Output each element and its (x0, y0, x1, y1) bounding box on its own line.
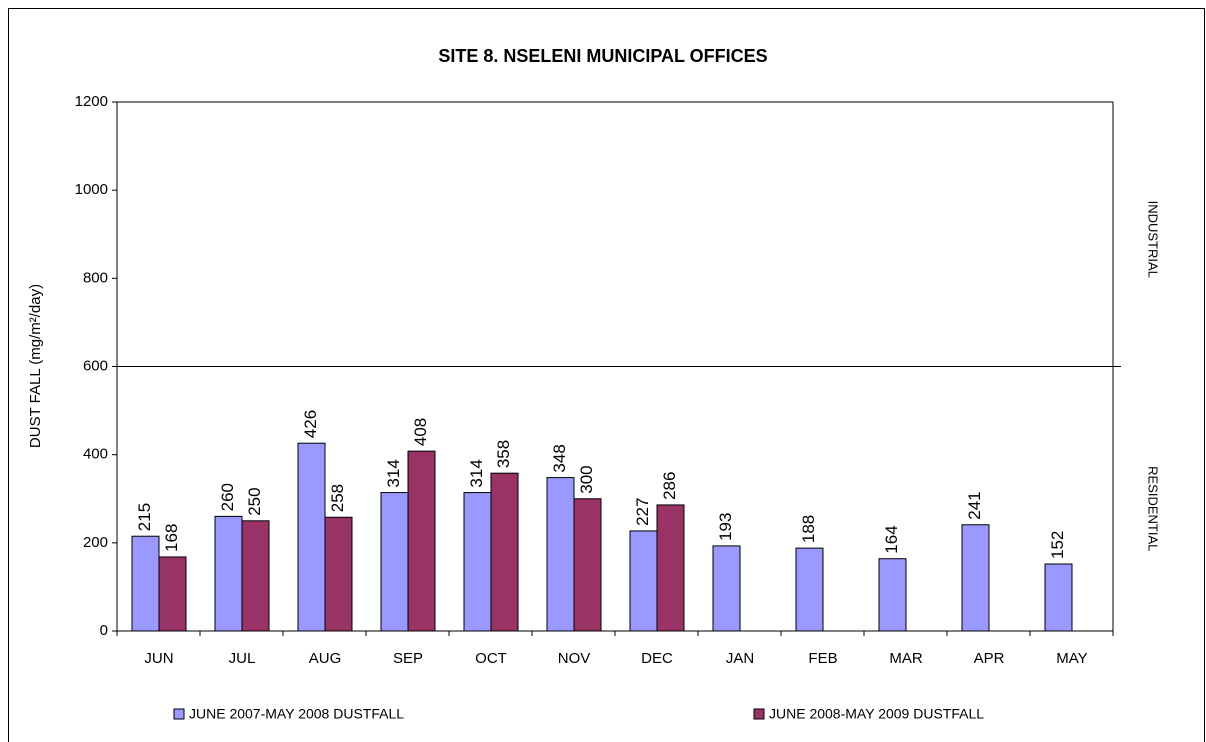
value-label: 258 (328, 484, 347, 512)
bar (158, 556, 187, 632)
y-tick-label: 1000 (75, 181, 108, 198)
legend-label: JUNE 2008-MAY 2009 DUSTFALL (769, 706, 984, 722)
y-tick-label: 200 (83, 534, 108, 551)
bar (380, 492, 409, 632)
legend-label: JUNE 2007-MAY 2008 DUSTFALL (189, 706, 404, 722)
x-tick-label: APR (974, 650, 1005, 667)
bar (1044, 563, 1073, 632)
value-label: 358 (494, 440, 513, 468)
bar (463, 492, 492, 632)
x-tick-label: MAR (889, 650, 923, 667)
bar (629, 530, 658, 632)
y-tick-label: 1200 (75, 93, 108, 110)
y-tick-label: 400 (83, 446, 108, 463)
legend-swatch (753, 708, 765, 720)
bar (241, 520, 270, 632)
value-label: 260 (218, 483, 237, 511)
bar (546, 477, 575, 632)
x-tick-label: JUN (144, 650, 173, 667)
y-tick-label: 0 (100, 622, 108, 639)
value-label: 215 (135, 503, 154, 531)
zone-label: RESIDENTIAL (1146, 466, 1161, 551)
bar (297, 442, 326, 632)
value-label: 227 (633, 498, 652, 526)
value-label: 348 (550, 444, 569, 472)
value-label: 426 (301, 410, 320, 438)
chart-title: SITE 8. NSELENI MUNICIPAL OFFICES (438, 46, 767, 66)
value-label: 300 (577, 465, 596, 493)
bar (961, 524, 990, 632)
value-label: 286 (660, 472, 679, 500)
value-label: 408 (411, 418, 430, 446)
bar (712, 545, 741, 632)
x-tick-label: JAN (726, 650, 754, 667)
value-label: 193 (716, 513, 735, 541)
x-tick-label: MAY (1056, 650, 1087, 667)
x-tick-label: DEC (641, 650, 673, 667)
value-label: 314 (384, 459, 403, 487)
y-tick-label: 600 (83, 357, 108, 374)
value-label: 152 (1048, 531, 1067, 559)
x-tick-label: NOV (558, 650, 591, 667)
bar (131, 535, 160, 632)
bar (795, 547, 824, 632)
value-label: 241 (965, 491, 984, 519)
x-tick-label: AUG (309, 650, 342, 667)
legend-swatch (173, 708, 185, 720)
value-label: 188 (799, 515, 818, 543)
value-label: 164 (882, 525, 901, 553)
bar (656, 504, 685, 632)
bar (573, 498, 602, 632)
x-tick-label: FEB (808, 650, 837, 667)
value-label: 250 (245, 487, 264, 515)
value-label: 168 (162, 524, 181, 552)
value-label: 314 (467, 459, 486, 487)
bar (407, 450, 436, 632)
zone-label: INDUSTRIAL (1146, 201, 1161, 278)
x-tick-label: SEP (393, 650, 423, 667)
bar (324, 516, 353, 632)
x-tick-label: JUL (229, 650, 256, 667)
chart-frame (8, 8, 1205, 742)
y-tick-label: 800 (83, 269, 108, 286)
y-axis-label: DUST FALL (mg/m²/day) (27, 284, 44, 448)
bar (214, 515, 243, 632)
x-tick-label: OCT (475, 650, 507, 667)
bar (490, 472, 519, 632)
bar (878, 558, 907, 632)
